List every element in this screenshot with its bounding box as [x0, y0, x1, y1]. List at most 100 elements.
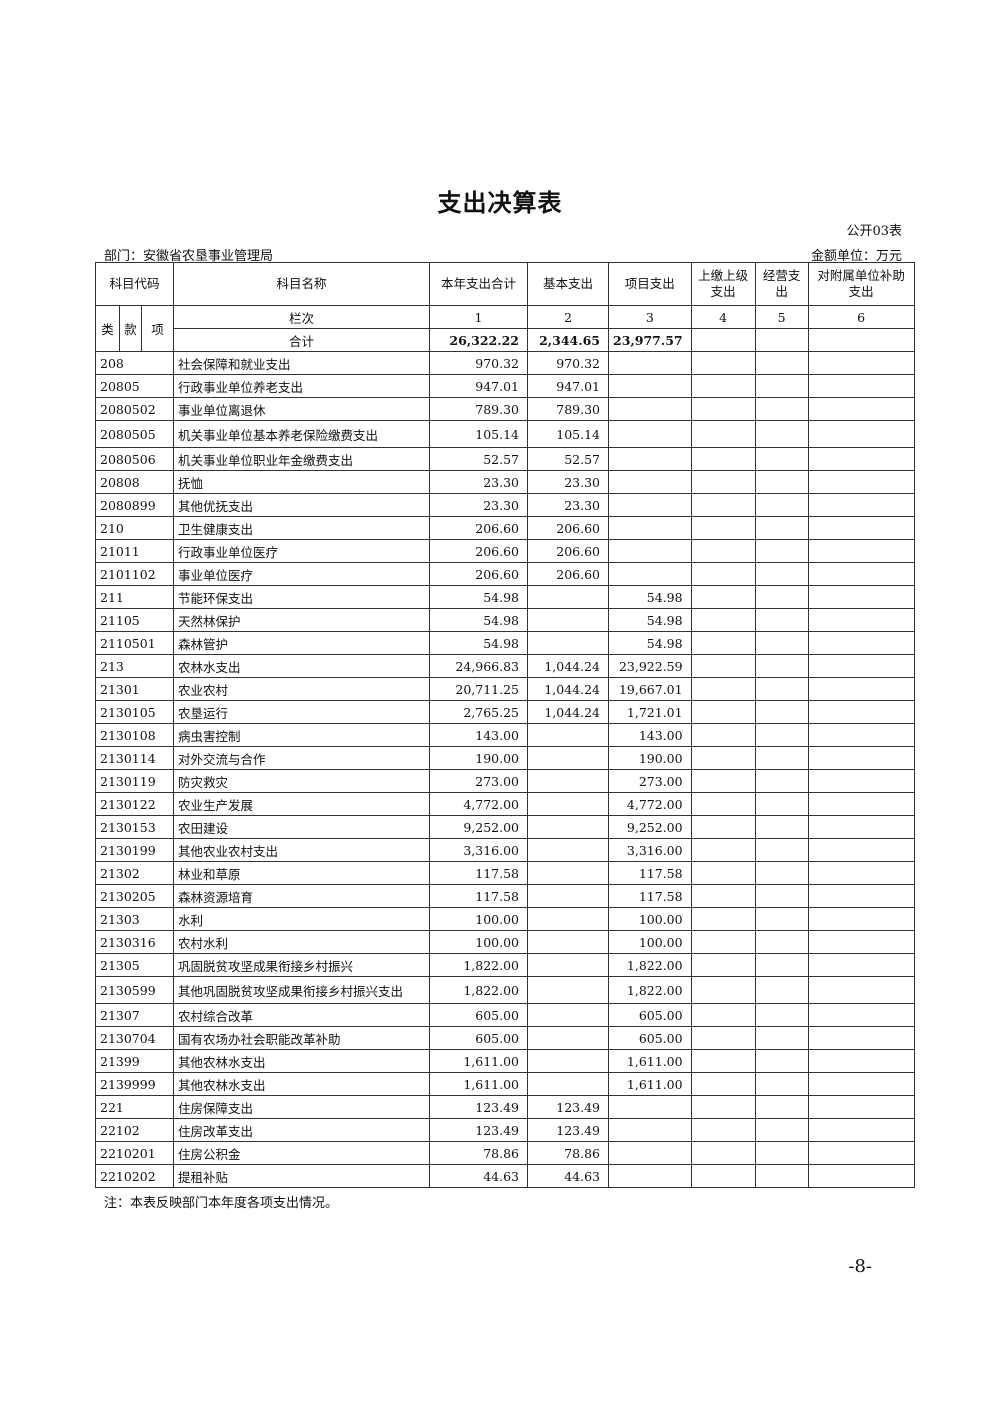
- project-expenditure: 19,667.01: [608, 677, 692, 701]
- project-expenditure: [608, 1141, 692, 1165]
- subject-code: 2130105: [95, 700, 174, 724]
- subject-code: 21303: [95, 907, 174, 931]
- remit-expenditure: [690, 953, 756, 977]
- basic-expenditure: [527, 792, 609, 816]
- subsidy-expenditure: [807, 351, 915, 375]
- remit-expenditure: [690, 539, 756, 563]
- table-row: 2130114 对外交流与合作 190.00 190.00: [95, 746, 915, 770]
- basic-expenditure: 123.49: [527, 1095, 609, 1119]
- header-code: 科目代码: [95, 262, 174, 306]
- table-row: 2130119 防灾救灾 273.00 273.00: [95, 769, 915, 793]
- subsidy-expenditure: [807, 815, 915, 839]
- operating-expenditure: [754, 1118, 809, 1142]
- table-row: 21105 天然林保护 54.98 54.98: [95, 608, 915, 632]
- subject-name: 卫生健康支出: [173, 516, 430, 540]
- subject-code: 22102: [95, 1118, 174, 1142]
- basic-expenditure: 789.30: [527, 397, 609, 421]
- subject-name: 巩固脱贫攻坚成果衔接乡村振兴: [173, 953, 430, 977]
- total-value: [690, 328, 756, 352]
- subsidy-expenditure: [807, 953, 915, 977]
- remit-expenditure: [690, 1164, 756, 1188]
- operating-expenditure: [754, 884, 809, 908]
- subject-code: 21302: [95, 861, 174, 885]
- operating-expenditure: [754, 1141, 809, 1165]
- remit-expenditure: [690, 815, 756, 839]
- total-row: 合计 26,322.22 2,344.65 23,977.57: [96, 328, 915, 352]
- subsidy-expenditure: [807, 930, 915, 954]
- project-expenditure: [608, 562, 692, 586]
- subsidy-expenditure: [807, 1095, 915, 1119]
- project-expenditure: [608, 493, 692, 517]
- subsidy-expenditure: [807, 838, 915, 862]
- table-row: 2139999 其他农林水支出 1,611.00 1,611.00: [95, 1072, 915, 1096]
- subject-code: 2130114: [95, 746, 174, 770]
- project-expenditure: [608, 516, 692, 540]
- total-expenditure: 23.30: [429, 493, 528, 517]
- subject-code: 2101102: [95, 562, 174, 586]
- remit-expenditure: [690, 397, 756, 421]
- total-expenditure: 100.00: [429, 930, 528, 954]
- basic-expenditure: [527, 631, 609, 655]
- project-expenditure: [608, 470, 692, 494]
- subject-name: 机关事业单位基本养老保险缴费支出: [173, 420, 430, 448]
- subject-name: 节能环保支出: [173, 585, 430, 609]
- remit-expenditure: [690, 420, 756, 448]
- subject-code: 2080899: [95, 493, 174, 517]
- table-row: 208 社会保障和就业支出 970.32 970.32: [95, 351, 915, 375]
- basic-expenditure: 947.01: [527, 374, 609, 398]
- header-row: 科目代码 科目名称 本年支出合计 基本支出 项目支出 上缴上级支出 经营支出 对…: [95, 262, 915, 306]
- total-expenditure: 3,316.00: [429, 838, 528, 862]
- table-row: 21305 巩固脱贫攻坚成果衔接乡村振兴 1,822.00 1,822.00: [95, 953, 915, 977]
- subject-code: 21307: [95, 1003, 174, 1027]
- table-row: 210 卫生健康支出 206.60 206.60: [95, 516, 915, 540]
- header-lei: 类: [95, 305, 120, 352]
- table-row: 21011 行政事业单位医疗 206.60 206.60: [95, 539, 915, 563]
- subject-code: 21305: [95, 953, 174, 977]
- subject-name: 对外交流与合作: [173, 746, 430, 770]
- basic-expenditure: 1,044.24: [527, 677, 609, 701]
- remit-expenditure: [690, 493, 756, 517]
- table-row: 2080505 机关事业单位基本养老保险缴费支出 105.14 105.14: [95, 420, 915, 448]
- basic-expenditure: 206.60: [527, 539, 609, 563]
- subject-code: 2130316: [95, 930, 174, 954]
- total-expenditure: 117.58: [429, 884, 528, 908]
- subject-name: 水利: [173, 907, 430, 931]
- total-expenditure: 9,252.00: [429, 815, 528, 839]
- header-col: 项目支出: [608, 262, 692, 306]
- subject-name: 天然林保护: [173, 608, 430, 632]
- project-expenditure: [608, 374, 692, 398]
- operating-expenditure: [754, 1003, 809, 1027]
- operating-expenditure: [754, 746, 809, 770]
- subsidy-expenditure: [807, 1141, 915, 1165]
- total-expenditure: 78.86: [429, 1141, 528, 1165]
- total-value: [807, 328, 915, 352]
- project-expenditure: [608, 1164, 692, 1188]
- basic-expenditure: [527, 815, 609, 839]
- project-expenditure: 3,316.00: [608, 838, 692, 862]
- project-expenditure: 54.98: [608, 585, 692, 609]
- total-expenditure: 52.57: [429, 447, 528, 471]
- subject-name: 农村综合改革: [173, 1003, 430, 1027]
- remit-expenditure: [690, 562, 756, 586]
- project-expenditure: 1,611.00: [608, 1072, 692, 1096]
- subject-name: 其他农林水支出: [173, 1049, 430, 1073]
- remit-expenditure: [690, 769, 756, 793]
- project-expenditure: 54.98: [608, 631, 692, 655]
- table-row: 21399 其他农林水支出 1,611.00 1,611.00: [95, 1049, 915, 1073]
- basic-expenditure: 78.86: [527, 1141, 609, 1165]
- table-row: 2210202 提租补贴 44.63 44.63: [95, 1164, 915, 1188]
- project-expenditure: 100.00: [608, 907, 692, 931]
- table-row: 21301 农业农村 20,711.25 1,044.24 19,667.01: [95, 677, 915, 701]
- total-expenditure: 105.14: [429, 420, 528, 448]
- subject-code: 21011: [95, 539, 174, 563]
- total-value: 2,344.65: [527, 328, 609, 352]
- operating-expenditure: [754, 1049, 809, 1073]
- subject-name: 行政事业单位医疗: [173, 539, 430, 563]
- basic-expenditure: 105.14: [527, 420, 609, 448]
- remit-expenditure: [690, 1072, 756, 1096]
- remit-expenditure: [690, 1095, 756, 1119]
- header-col: 对附属单位补助支出: [807, 262, 915, 306]
- total-value: 26,322.22: [429, 328, 528, 352]
- operating-expenditure: [754, 953, 809, 977]
- col-number: 5: [754, 305, 809, 329]
